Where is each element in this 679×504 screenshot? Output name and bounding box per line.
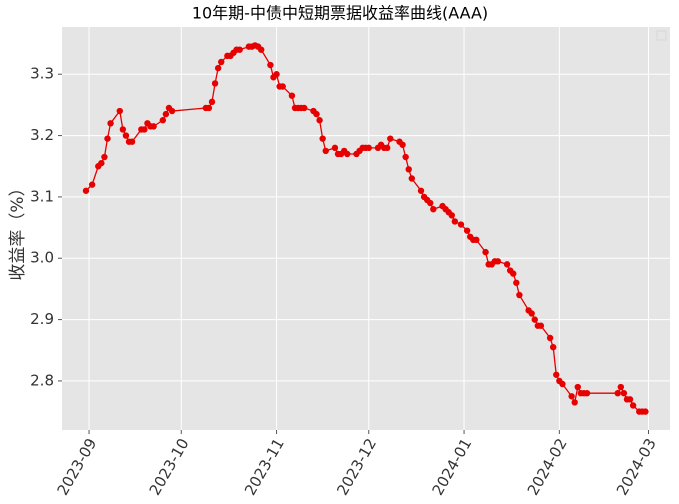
point <box>313 110 320 118</box>
point <box>316 117 323 124</box>
point <box>427 199 434 207</box>
point <box>279 83 286 90</box>
point <box>405 166 412 173</box>
point <box>82 187 90 194</box>
point <box>88 181 96 188</box>
point <box>457 221 465 228</box>
point <box>208 98 216 106</box>
point <box>98 159 105 167</box>
point <box>384 144 391 152</box>
point <box>617 383 625 391</box>
point <box>218 58 225 66</box>
point <box>162 110 170 118</box>
point <box>430 205 437 213</box>
point <box>513 279 520 286</box>
point <box>101 153 108 161</box>
point <box>322 147 329 155</box>
point <box>387 135 394 142</box>
point <box>463 227 471 234</box>
point <box>537 322 545 329</box>
plot-area <box>62 27 670 430</box>
x-tick-label: 2023-12 <box>333 435 380 498</box>
point <box>288 92 296 99</box>
point <box>629 402 637 409</box>
chart-title: 10年期-中债中短期票据收益率曲线(AAA) <box>192 4 488 23</box>
point <box>104 135 111 142</box>
point <box>451 218 459 225</box>
point <box>236 46 243 53</box>
point <box>494 258 502 265</box>
point <box>546 334 554 342</box>
point <box>257 46 265 53</box>
point <box>119 126 127 133</box>
x-tick-label: 2024-01 <box>428 435 475 498</box>
point <box>159 117 167 124</box>
point <box>448 212 455 219</box>
point <box>559 380 566 388</box>
point <box>510 270 517 277</box>
point <box>642 408 649 415</box>
point <box>402 153 409 161</box>
point <box>267 61 274 69</box>
point <box>273 71 280 78</box>
point <box>365 144 372 152</box>
point <box>211 80 219 87</box>
x-tick-label: 2023-09 <box>53 435 100 498</box>
point <box>583 389 591 397</box>
point <box>205 104 213 112</box>
point <box>528 310 535 317</box>
point <box>417 187 425 194</box>
y-tick-label: 3.0 <box>30 249 54 267</box>
point <box>399 141 406 148</box>
y-tick-label: 2.9 <box>30 310 54 328</box>
point <box>620 389 628 397</box>
legend-box <box>656 30 667 41</box>
point <box>122 132 130 139</box>
point <box>128 138 136 145</box>
point <box>553 371 560 378</box>
y-tick-label: 3.3 <box>30 65 54 83</box>
point <box>214 64 222 72</box>
x-tick-label: 2023-10 <box>146 435 193 498</box>
point <box>107 120 114 127</box>
y-tick-label: 2.8 <box>30 371 54 389</box>
x-tick-label: 2024-02 <box>524 435 571 498</box>
point <box>531 316 538 323</box>
point <box>331 144 339 152</box>
y-axis-label: 收益率（%） <box>8 179 28 280</box>
point <box>301 104 308 112</box>
point <box>116 107 123 115</box>
point <box>319 135 326 142</box>
point <box>574 383 581 391</box>
point <box>141 126 148 133</box>
point <box>568 393 575 400</box>
point <box>168 107 176 115</box>
x-tick-label: 2024-03 <box>613 435 660 498</box>
point <box>408 175 415 182</box>
y-tick-label: 3.2 <box>30 126 54 144</box>
point <box>150 123 157 130</box>
point <box>503 261 511 268</box>
point <box>626 396 634 403</box>
point <box>571 399 578 406</box>
point <box>516 291 523 299</box>
point <box>482 248 489 256</box>
point <box>614 389 621 397</box>
point <box>549 343 557 351</box>
x-tick-label: 2023-11 <box>241 435 288 498</box>
y-tick-label: 3.1 <box>30 187 54 205</box>
point <box>344 150 351 158</box>
point <box>473 236 480 244</box>
